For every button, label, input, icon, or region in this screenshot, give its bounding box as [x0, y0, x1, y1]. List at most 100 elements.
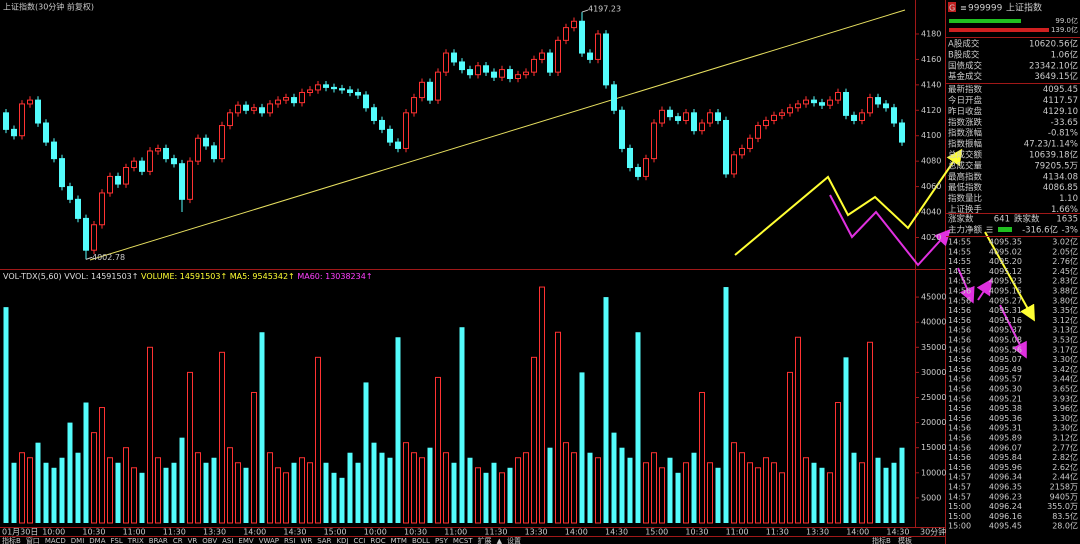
candle-body [187, 160, 193, 200]
x-tick-label: 11:30 [484, 528, 507, 537]
candle-body [275, 99, 281, 105]
indicator-tab[interactable]: DMA [89, 537, 105, 544]
indicator-tab[interactable]: MTM [391, 537, 407, 544]
x-tick-label: 13:30 [203, 528, 226, 537]
tick-amount: 3.93亿 [1052, 393, 1078, 403]
y-tick-label: 35000 [921, 343, 946, 352]
volume-bar [459, 327, 465, 523]
volume-bar [427, 447, 433, 523]
volume-bar [763, 457, 769, 524]
candle-body [219, 125, 225, 160]
candle-body [659, 109, 665, 124]
volume-bar [347, 452, 353, 523]
candle-body [507, 69, 513, 79]
indicator-tab[interactable]: 设置 [507, 536, 521, 544]
indicator-tab[interactable]: CR [173, 537, 183, 544]
volume-bar [371, 442, 377, 523]
candle-body [331, 86, 337, 90]
arrow [976, 278, 993, 301]
indicator-tab[interactable]: MCST [453, 537, 473, 544]
candle-body [435, 71, 441, 101]
template-tab[interactable]: 指标B [872, 536, 891, 544]
candle-body [203, 137, 209, 147]
indicator-tab[interactable]: EMV [238, 537, 253, 544]
indicator-tab[interactable]: PSY [435, 537, 449, 544]
candle-body [683, 112, 689, 121]
volume-bar [3, 307, 9, 523]
panel-name: 上证指数 [1006, 2, 1042, 14]
candle-body [419, 81, 425, 99]
tick-price: 4095.84 [989, 453, 1022, 462]
candle-body [867, 97, 873, 114]
volume-bar [307, 462, 313, 524]
indicator-tab[interactable]: KDJ [336, 537, 348, 544]
candle-body [891, 107, 897, 124]
volume-bar [659, 467, 665, 524]
volume-bar [235, 462, 241, 524]
row-label: 昨日收盘 [948, 106, 983, 117]
tick-amount: 9405万 [1050, 492, 1078, 501]
x-tick-label: 11:00 [444, 528, 467, 537]
sell-bar [949, 28, 1049, 32]
candle-body [451, 52, 457, 63]
x-tick-label: 10:30 [82, 528, 105, 537]
volume-bar [875, 457, 881, 523]
tick-time: 14:56 [948, 336, 971, 345]
row-label: 最新指数 [948, 84, 983, 95]
candle-body [819, 102, 825, 106]
bar-label: 139.0亿 [1051, 25, 1078, 34]
indicator-tab[interactable]: SAR [317, 537, 331, 544]
indicator-tab[interactable]: DMI [71, 537, 85, 544]
tick-price: 4095.02 [989, 247, 1022, 256]
volume-bar [435, 376, 441, 524]
indicator-tab[interactable]: BRAR [149, 537, 168, 544]
y-tick-label: 45000 [921, 293, 946, 302]
template-tab[interactable]: 模板 [898, 536, 912, 544]
indicator-tab[interactable]: 窗口 [26, 536, 40, 544]
indicator-tab[interactable]: TRIX [127, 537, 144, 544]
x-tick-label: 14:00 [565, 528, 588, 537]
indicator-tab[interactable]: 指标B [2, 536, 21, 544]
indicator-tab[interactable]: ▲ [497, 537, 503, 544]
indicator-tab[interactable]: CCI [353, 537, 365, 544]
indicator-tab[interactable]: RSI [284, 537, 295, 544]
indicator-tab[interactable]: WR [300, 537, 312, 544]
volume-bar [323, 462, 329, 523]
tick-amount: 3.88亿 [1052, 286, 1078, 296]
indicator-tab[interactable]: ASI [222, 537, 233, 544]
tick-time: 14:55 [948, 277, 971, 286]
candle-body [515, 74, 521, 79]
volume-bar [547, 447, 553, 523]
x-tick-label: 01月30日 [2, 528, 38, 537]
candle-body [243, 104, 249, 111]
candle-body [59, 158, 65, 188]
volume-bar [819, 467, 825, 523]
indicator-tab[interactable]: MACD [45, 537, 66, 544]
indicator-tab[interactable]: 扩展 [478, 536, 492, 544]
candle-body [123, 167, 129, 185]
indicator-tab[interactable]: BOLL [412, 537, 430, 544]
indicator-tab[interactable]: FSL [111, 537, 123, 544]
volume-bar [419, 457, 425, 524]
x-tick-label: 10:30 [685, 528, 708, 537]
breadth-down: 1635 [1056, 215, 1078, 225]
candle-body [771, 114, 777, 121]
volume-bar [851, 452, 857, 523]
tick-time: 14:56 [948, 414, 971, 423]
candle-body [251, 107, 257, 111]
volume-bar [27, 457, 33, 524]
candle-body [603, 33, 609, 86]
indicator-tab[interactable]: VR [188, 537, 198, 544]
code-badge [948, 2, 956, 12]
row-value: 47.23/1.14% [1024, 140, 1078, 150]
candle-body [619, 109, 625, 149]
tick-time: 14:55 [948, 238, 971, 247]
indicator-tab[interactable]: ROC [370, 537, 385, 544]
tick-amount: 3.96亿 [1052, 403, 1078, 413]
candle-body [115, 175, 121, 185]
chart-title: 上证指数(30分钟 前复权) [3, 2, 94, 12]
volume-bar [267, 452, 273, 524]
candle-body [467, 69, 473, 76]
indicator-tab[interactable]: VWAP [259, 537, 279, 544]
indicator-tab[interactable]: OBV [202, 537, 217, 544]
